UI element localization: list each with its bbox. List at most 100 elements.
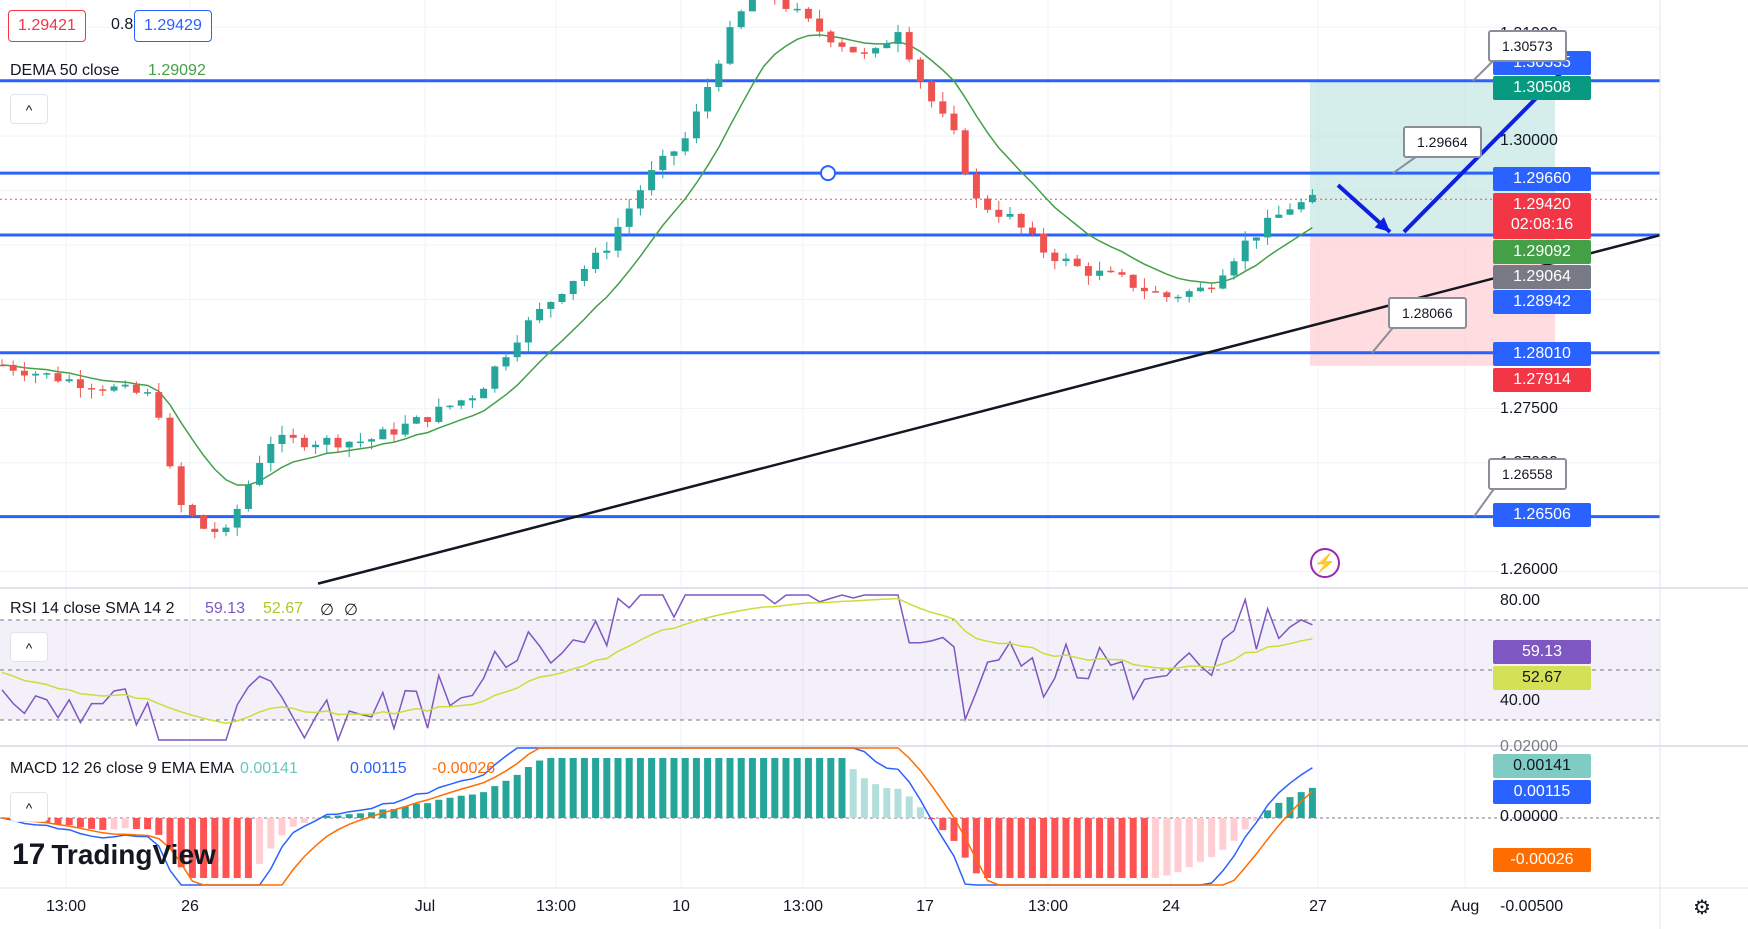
macd-histogram-bar xyxy=(1140,818,1148,878)
macd-histogram-bar xyxy=(345,814,353,818)
tradingview-logo[interactable]: 17 TradingView xyxy=(12,838,216,872)
candle-body xyxy=(984,198,992,210)
candle-body xyxy=(121,384,129,387)
candle-body xyxy=(928,81,936,102)
indicator-value: 1.29092 xyxy=(148,62,206,79)
candle-body xyxy=(536,308,544,321)
macd-histogram-bar xyxy=(177,818,185,868)
candle-body xyxy=(636,190,644,209)
lightning-icon[interactable]: ⚡ xyxy=(1310,548,1340,578)
time-tick: 10 xyxy=(672,898,690,915)
macd-histogram-bar xyxy=(771,758,779,818)
macd-histogram-bar xyxy=(1264,810,1272,818)
candle-body xyxy=(1152,291,1160,293)
candle-body xyxy=(1308,194,1316,203)
candle-body xyxy=(20,370,28,376)
collapse-main-button[interactable]: ^ xyxy=(10,94,48,124)
candle-body xyxy=(233,508,241,528)
macd-histogram-bar xyxy=(144,818,152,830)
macd-histogram-bar xyxy=(480,792,488,818)
candle-body xyxy=(692,111,700,139)
macd-histogram-bar xyxy=(905,796,913,818)
candle-body xyxy=(1230,261,1238,276)
callout-label[interactable]: 1.30573 xyxy=(1488,30,1567,62)
macd-histogram-bar xyxy=(1241,818,1249,830)
tradingview-logo-text: TradingView xyxy=(51,839,216,870)
macd-histogram-bar xyxy=(704,758,712,818)
candle-body xyxy=(894,32,902,44)
candle-body xyxy=(1028,227,1036,234)
macd-label[interactable]: MACD 12 26 close 9 EMA EMA xyxy=(10,760,235,777)
time-tick: 24 xyxy=(1162,898,1180,915)
macd-histogram-bar xyxy=(491,786,499,818)
callout-label[interactable]: 1.28066 xyxy=(1388,297,1467,329)
macd-histogram-bar xyxy=(513,774,521,818)
candle-body xyxy=(872,48,880,54)
rsi-label[interactable]: RSI 14 close SMA 14 2 xyxy=(10,600,175,617)
gear-icon[interactable]: ⚙ xyxy=(1693,897,1711,919)
macd-histogram-bar xyxy=(894,788,902,818)
candle-body xyxy=(312,444,320,448)
macd-histogram-bar xyxy=(99,818,107,830)
macd-legend: 0.00115 xyxy=(350,760,407,777)
macd-histogram-bar xyxy=(211,818,219,878)
candle-body xyxy=(625,208,633,227)
macd-histogram-bar xyxy=(390,809,398,818)
callout-leader xyxy=(1473,485,1497,518)
candle-body xyxy=(1006,213,1014,217)
macd-histogram-bar xyxy=(592,758,600,818)
macd-histogram-bar xyxy=(838,758,846,818)
macd-histogram-bar xyxy=(412,803,420,818)
macd-pane xyxy=(0,747,1660,886)
macd-histogram-bar xyxy=(379,809,387,818)
rsi-null-value-2: ∅ xyxy=(344,602,358,619)
macd-histogram-bar xyxy=(1174,818,1182,873)
macd-histogram-bar xyxy=(793,758,801,818)
macd-histogram-bar xyxy=(636,758,644,818)
indicator-label[interactable]: DEMA 50 close xyxy=(10,62,120,79)
time-tick: 27 xyxy=(1309,898,1327,915)
callout-label[interactable]: 1.29664 xyxy=(1403,126,1482,158)
macd-histogram-bar xyxy=(312,818,320,820)
macd-histogram-bar xyxy=(356,813,364,818)
candle-body xyxy=(827,31,835,43)
rsi-line xyxy=(1,594,1313,743)
macd-histogram-bar xyxy=(1084,818,1092,878)
ask-price[interactable]: 1.29429 xyxy=(134,10,212,42)
candle-body xyxy=(1241,240,1249,262)
tradingview-logo-mark: 17 xyxy=(12,838,46,871)
macd-histogram-bar xyxy=(972,818,980,874)
candle-body xyxy=(883,43,891,49)
macd-histogram-bar xyxy=(110,818,118,830)
macd-histogram-bar xyxy=(334,815,342,818)
candle-body xyxy=(916,59,924,82)
macd-histogram-bar xyxy=(278,818,286,836)
macd-histogram-bar xyxy=(692,758,700,818)
candle-body xyxy=(659,155,667,171)
macd-tick: 0.02000 xyxy=(1500,738,1558,755)
candle-body xyxy=(1017,213,1025,228)
collapse-rsi-button[interactable]: ^ xyxy=(10,632,48,662)
macd-histogram-bar xyxy=(1230,818,1238,841)
bid-price[interactable]: 1.29421 xyxy=(8,10,86,42)
candle-body xyxy=(905,32,913,60)
macd-histogram-bar xyxy=(849,769,857,818)
candle-body xyxy=(401,423,409,435)
candle-body xyxy=(804,8,812,19)
trendline xyxy=(317,233,1661,585)
price-tick: 1.27500 xyxy=(1500,400,1558,417)
macd-histogram-bar xyxy=(1196,818,1204,862)
candle-body xyxy=(144,392,152,394)
candle-body xyxy=(278,434,286,445)
candle-body xyxy=(1062,258,1070,262)
macd-histogram-bar xyxy=(1297,792,1305,818)
rsi-pane xyxy=(0,594,1660,743)
macd-histogram-bar xyxy=(323,815,331,818)
time-tick: 13:00 xyxy=(782,898,824,915)
level-badge: 1.29660 xyxy=(1493,167,1591,191)
macd-histogram-bar xyxy=(883,788,891,818)
collapse-macd-button[interactable]: ^ xyxy=(10,792,48,822)
candle-body xyxy=(99,389,107,391)
callout-label[interactable]: 1.26558 xyxy=(1488,458,1567,490)
